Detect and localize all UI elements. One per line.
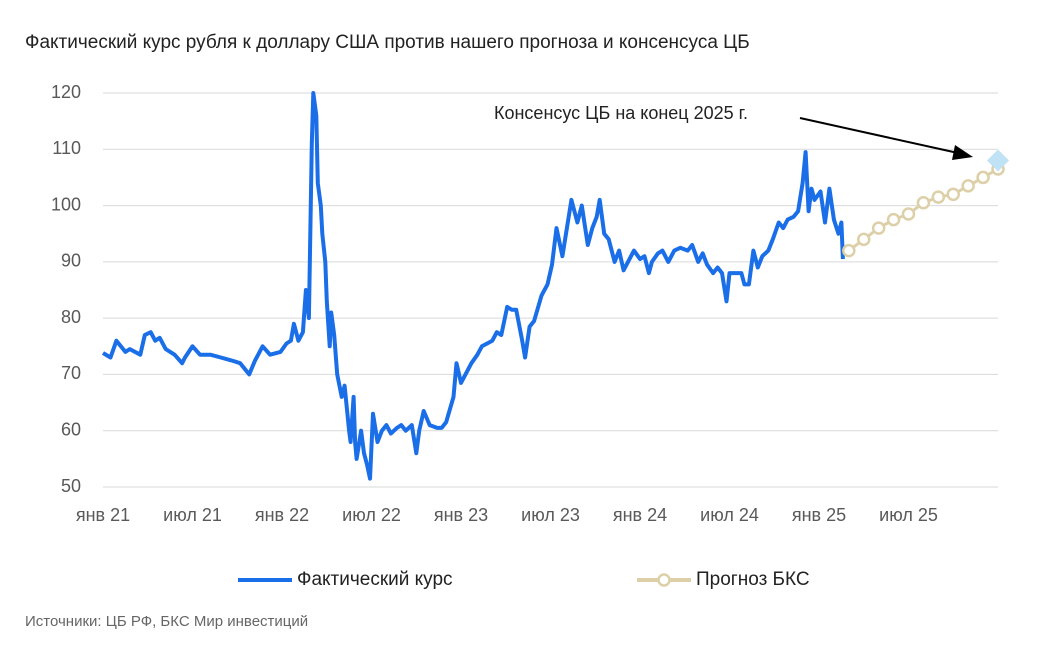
chart-title: Фактический курс рубля к доллару США про… <box>25 32 750 53</box>
consensus-marker <box>987 149 1009 172</box>
y-tick-label: 70 <box>61 363 81 383</box>
x-tick-label: янв 24 <box>613 505 667 525</box>
series-marker <box>842 243 856 258</box>
x-tick-label: июл 22 <box>342 505 401 525</box>
series-marker <box>961 179 975 193</box>
series-marker <box>916 196 931 210</box>
source: Источники: ЦБ РФ, БКС Мир инвестиций <box>25 613 308 630</box>
series-marker <box>871 221 886 235</box>
series-marker <box>976 170 990 185</box>
series-marker <box>946 187 960 202</box>
x-tick-label: июл 21 <box>163 505 222 525</box>
x-tick-label: июл 23 <box>521 505 580 525</box>
series-marker <box>931 190 946 204</box>
y-tick-label: 80 <box>61 307 81 327</box>
legend-marker <box>657 573 671 587</box>
y-tick-label: 120 <box>51 82 81 102</box>
y-tick-label: 60 <box>61 419 81 439</box>
arrow-head <box>952 145 973 160</box>
x-tick-label: янв 25 <box>792 505 846 525</box>
series-marker <box>901 207 916 221</box>
x-tick-label: янв 21 <box>76 505 130 525</box>
y-tick-label: 90 <box>61 251 81 271</box>
x-tick-label: янв 23 <box>434 505 488 525</box>
series-marker <box>857 232 871 247</box>
series-line <box>847 167 999 252</box>
series-line <box>101 91 845 481</box>
x-tick-label: июл 25 <box>879 505 938 525</box>
annotation: Консенсус ЦБ на конец 2025 г. <box>494 103 748 123</box>
y-tick-label: 110 <box>52 138 81 158</box>
y-tick-label: 50 <box>61 476 81 496</box>
y-tick-label: 100 <box>51 194 81 214</box>
legend-label: Фактический курс <box>297 569 453 590</box>
series-marker <box>886 212 901 227</box>
annotation-arrow <box>799 117 959 154</box>
x-tick-label: июл 24 <box>700 505 759 525</box>
legend-label: Прогноз БКС <box>696 569 810 590</box>
x-tick-label: янв 22 <box>255 505 309 525</box>
